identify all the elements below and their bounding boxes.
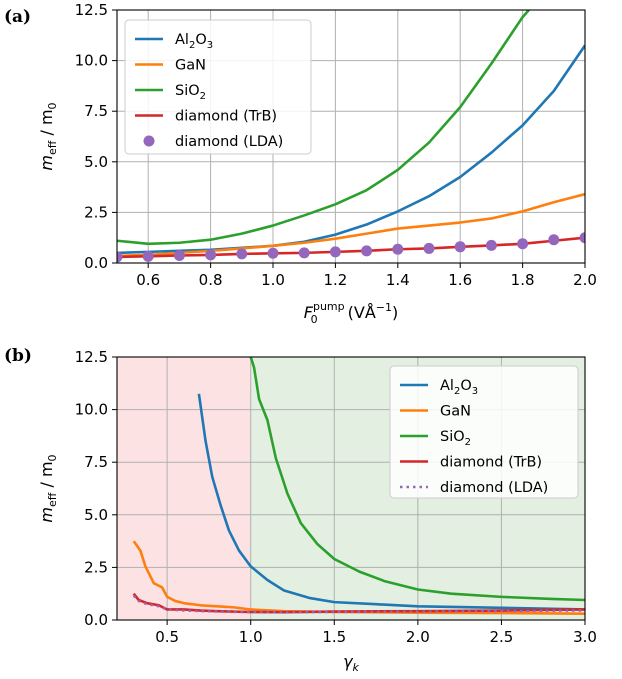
legend-label-diamond_LDA: diamond (LDA)	[175, 134, 283, 150]
data-point	[548, 234, 560, 246]
data-point	[173, 250, 185, 262]
panel-label: (b)	[4, 346, 32, 366]
data-point	[205, 249, 217, 261]
series-SiO2-line	[249, 357, 585, 602]
x-tick-label: 1.5	[322, 628, 346, 646]
x-tick-label: 1.4	[386, 271, 410, 289]
x-tick-label: 2.5	[489, 628, 513, 646]
legend-box	[124, 19, 312, 155]
legend: Al2O3 GaN SiO2 diamond (TrB) diamond (LDA)	[389, 365, 579, 499]
y-tick-label: 10.0	[75, 401, 108, 419]
series-Al2O3-line	[197, 393, 585, 611]
data-point	[454, 241, 466, 253]
data-point	[392, 243, 404, 255]
legend-label-diamond_LDA: diamond (LDA)	[440, 480, 548, 496]
series-diamond_LDA-line	[132, 594, 585, 614]
y-tick-label: 5.0	[84, 153, 108, 171]
x-tick-label: 3.0	[573, 628, 597, 646]
series-diamond_TrB-line	[117, 236, 585, 259]
series-SiO2-line	[117, 10, 530, 246]
legend-label-Al2O3: Al2O3	[175, 32, 213, 51]
data-point	[485, 239, 497, 251]
data-point	[142, 250, 154, 262]
x-tick-label: 0.5	[155, 628, 179, 646]
y-tick-label: 2.5	[84, 558, 108, 576]
y-tick-label: 7.5	[84, 453, 108, 471]
y-tick-label: 0.0	[84, 611, 108, 629]
data-point	[579, 232, 585, 244]
y-tick-label: 12.5	[75, 1, 108, 19]
x-tick-label: 1.0	[239, 628, 263, 646]
panel-label: (a)	[4, 7, 31, 27]
x-tick-label: 1.0	[261, 271, 285, 289]
x-axis-label: Fpump 0 (VÅ−1)	[304, 300, 398, 326]
legend-label-GaN: GaN	[175, 58, 206, 74]
x-tick-label: 1.8	[511, 271, 535, 289]
plot-frame	[116, 9, 586, 264]
x-tick-label: 0.8	[199, 271, 223, 289]
data-point	[517, 238, 529, 250]
y-axis-label: meff / m0	[37, 454, 59, 522]
legend-label-SiO2: SiO2	[175, 83, 206, 102]
shaded-region-0	[117, 357, 251, 620]
data-point	[423, 242, 435, 254]
data-point	[361, 245, 373, 257]
plot-area	[117, 10, 585, 263]
y-tick-label: 7.5	[84, 102, 108, 120]
data-point	[117, 251, 123, 263]
data-point	[267, 247, 279, 259]
legend-label-diamond_TrB: diamond (TrB)	[175, 109, 277, 125]
x-tick-label: 1.6	[448, 271, 472, 289]
x-tick-label: 2.0	[406, 628, 430, 646]
data-point	[329, 246, 341, 258]
plot-area	[132, 357, 585, 615]
x-tick-label: 0.6	[136, 271, 160, 289]
legend-label-diamond_TrB: diamond (TrB)	[440, 455, 542, 471]
legend: Al2O3 GaN SiO2 diamond (TrB) diamond (LDA)	[124, 19, 312, 155]
series-GaN-line	[117, 192, 585, 258]
legend-swatch-diamond_LDA	[143, 135, 155, 147]
y-tick-label: 0.0	[84, 254, 108, 272]
legend-label-SiO2: SiO2	[440, 429, 471, 448]
series-Al2O3-line	[117, 44, 585, 255]
x-axis-label: γk	[343, 652, 359, 674]
plot-frame	[116, 356, 586, 621]
data-point	[236, 248, 248, 260]
x-tick-label: 2.0	[573, 271, 597, 289]
panel-a: 0.6 0.8 1.0 1.2 1.4 1.6 1.8 2.0 0.0 2.5 5.0 7.5 10.0…	[4, 1, 597, 326]
y-tick-label: 2.5	[84, 203, 108, 221]
y-tick-label: 5.0	[84, 506, 108, 524]
legend-label-GaN: GaN	[440, 404, 471, 420]
legend-label-Al2O3: Al2O3	[440, 378, 478, 397]
panel-b: 0.5 1.0 1.5 2.0 2.5 3.0 0.0 2.5 5.0 7.5 10.0 12.5 (b…	[4, 346, 597, 674]
series-diamond_LDA-markers	[117, 232, 585, 263]
y-tick-label: 10.0	[75, 52, 108, 70]
y-tick-label: 12.5	[75, 348, 108, 366]
data-point	[298, 247, 310, 259]
x-tick-label: 1.2	[323, 271, 347, 289]
legend-box	[389, 365, 579, 499]
y-axis-label: meff / m0	[37, 102, 59, 170]
